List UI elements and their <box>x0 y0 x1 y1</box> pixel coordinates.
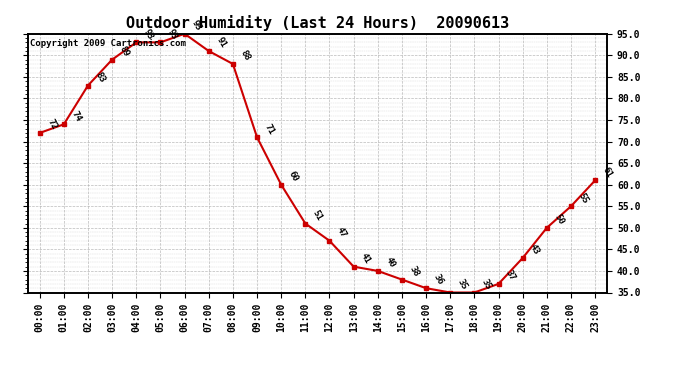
Text: 88: 88 <box>239 49 252 63</box>
Text: 40: 40 <box>384 256 397 270</box>
Text: 41: 41 <box>359 251 373 265</box>
Text: 37: 37 <box>504 268 518 282</box>
Text: 43: 43 <box>529 243 542 256</box>
Text: 36: 36 <box>432 273 445 287</box>
Text: 35: 35 <box>456 277 469 291</box>
Text: Copyright 2009 Cartronics.com: Copyright 2009 Cartronics.com <box>30 39 186 48</box>
Text: 71: 71 <box>263 122 276 136</box>
Text: 74: 74 <box>70 109 83 123</box>
Text: 83: 83 <box>94 70 107 84</box>
Text: 61: 61 <box>601 165 614 179</box>
Text: 91: 91 <box>215 36 228 50</box>
Text: 47: 47 <box>335 225 348 239</box>
Text: 89: 89 <box>118 44 131 58</box>
Title: Outdoor Humidity (Last 24 Hours)  20090613: Outdoor Humidity (Last 24 Hours) 2009061… <box>126 15 509 31</box>
Text: 38: 38 <box>408 264 421 278</box>
Text: 51: 51 <box>311 208 324 222</box>
Text: 72: 72 <box>46 118 59 132</box>
Text: 35: 35 <box>480 277 493 291</box>
Text: 50: 50 <box>553 213 566 226</box>
Text: 93: 93 <box>166 27 179 41</box>
Text: 95: 95 <box>190 18 204 32</box>
Text: 60: 60 <box>287 170 300 183</box>
Text: 93: 93 <box>142 27 155 41</box>
Text: 55: 55 <box>577 191 590 205</box>
